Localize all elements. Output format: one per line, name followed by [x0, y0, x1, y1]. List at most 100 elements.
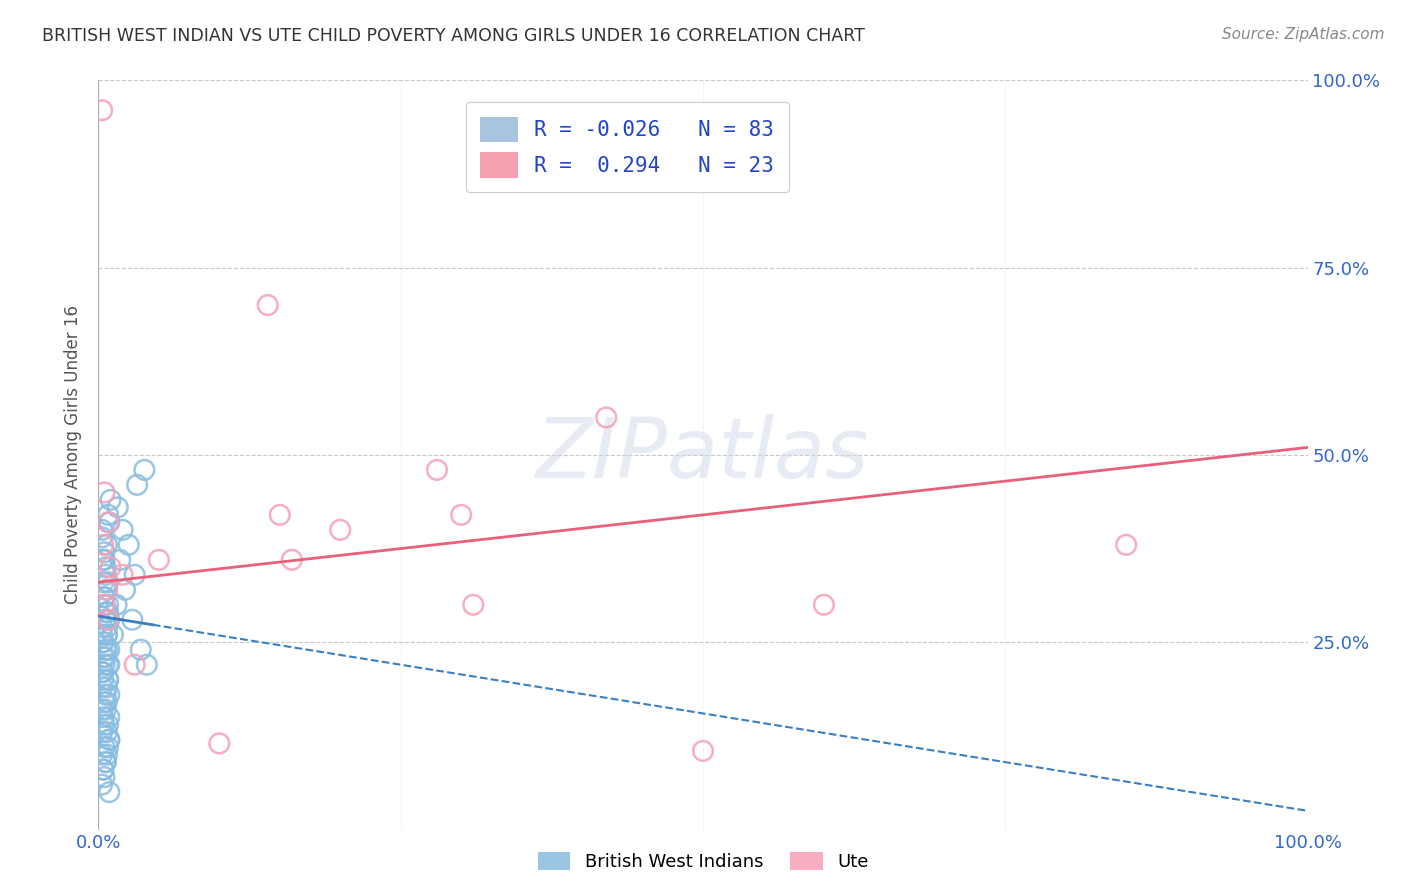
Point	[111, 567, 134, 582]
Point	[101, 628, 124, 642]
Point	[114, 582, 136, 597]
Point	[813, 598, 835, 612]
Point	[91, 703, 114, 717]
Point	[329, 523, 352, 537]
Legend: British West Indians, Ute: British West Indians, Ute	[530, 845, 876, 879]
Point	[100, 492, 122, 507]
Point	[91, 763, 114, 777]
Point	[135, 657, 157, 672]
Point	[91, 747, 114, 762]
Point	[97, 605, 120, 619]
Point	[94, 613, 117, 627]
Point	[94, 560, 117, 574]
Point	[134, 463, 156, 477]
Text: ZIPatlas: ZIPatlas	[536, 415, 870, 495]
Point	[121, 613, 143, 627]
Point	[94, 703, 117, 717]
Point	[97, 740, 120, 755]
Point	[256, 298, 278, 312]
Point	[98, 642, 121, 657]
Point	[129, 642, 152, 657]
Point	[96, 680, 118, 694]
Point	[450, 508, 472, 522]
Point	[91, 650, 114, 665]
Point	[91, 763, 114, 777]
Legend: R = -0.026   N = 83, R =  0.294   N = 23: R = -0.026 N = 83, R = 0.294 N = 23	[465, 102, 789, 193]
Point	[281, 553, 304, 567]
Point	[124, 657, 146, 672]
Point	[97, 598, 120, 612]
Point	[93, 770, 115, 784]
Point	[107, 500, 129, 515]
Point	[96, 725, 118, 739]
Point	[91, 523, 114, 537]
Point	[93, 598, 115, 612]
Point	[98, 710, 121, 724]
Point	[105, 598, 128, 612]
Point	[96, 628, 118, 642]
Point	[96, 538, 118, 552]
Point	[96, 747, 118, 762]
Point	[692, 744, 714, 758]
Point	[98, 613, 121, 627]
Point	[91, 538, 114, 552]
Point	[208, 736, 231, 750]
Point	[91, 725, 114, 739]
Point	[96, 582, 118, 597]
Point	[148, 553, 170, 567]
Text: BRITISH WEST INDIAN VS UTE CHILD POVERTY AMONG GIRLS UNDER 16 CORRELATION CHART: BRITISH WEST INDIAN VS UTE CHILD POVERTY…	[42, 27, 865, 45]
Point	[93, 717, 115, 731]
Point	[91, 778, 114, 792]
Point	[96, 642, 118, 657]
Point	[93, 553, 115, 567]
Point	[91, 680, 114, 694]
Point	[94, 605, 117, 619]
Point	[91, 673, 114, 687]
Point	[97, 516, 120, 530]
Point	[595, 410, 617, 425]
Point	[93, 657, 115, 672]
Point	[91, 628, 114, 642]
Point	[93, 591, 115, 605]
Point	[124, 567, 146, 582]
Point	[1115, 538, 1137, 552]
Point	[97, 673, 120, 687]
Point	[93, 591, 115, 605]
Point	[463, 598, 485, 612]
Point	[93, 545, 115, 559]
Point	[97, 717, 120, 731]
Point	[96, 695, 118, 709]
Point	[93, 485, 115, 500]
Point	[91, 620, 114, 634]
Point	[91, 553, 114, 567]
Point	[98, 688, 121, 702]
Point	[94, 688, 117, 702]
Point	[91, 635, 114, 649]
Point	[91, 530, 114, 544]
Point	[269, 508, 291, 522]
Point	[91, 665, 114, 680]
Point	[127, 478, 149, 492]
Point	[94, 642, 117, 657]
Point	[93, 740, 115, 755]
Point	[96, 620, 118, 634]
Point	[100, 560, 122, 574]
Point	[426, 463, 449, 477]
Point	[94, 755, 117, 769]
Point	[94, 650, 117, 665]
Point	[93, 598, 115, 612]
Point	[98, 516, 121, 530]
Point	[91, 103, 114, 118]
Point	[94, 567, 117, 582]
Y-axis label: Child Poverty Among Girls Under 16: Child Poverty Among Girls Under 16	[65, 305, 83, 605]
Text: Source: ZipAtlas.com: Source: ZipAtlas.com	[1222, 27, 1385, 42]
Point	[94, 755, 117, 769]
Point	[94, 613, 117, 627]
Point	[91, 635, 114, 649]
Point	[118, 538, 141, 552]
Point	[96, 582, 118, 597]
Point	[91, 575, 114, 590]
Point	[97, 508, 120, 522]
Point	[108, 553, 131, 567]
Point	[111, 523, 134, 537]
